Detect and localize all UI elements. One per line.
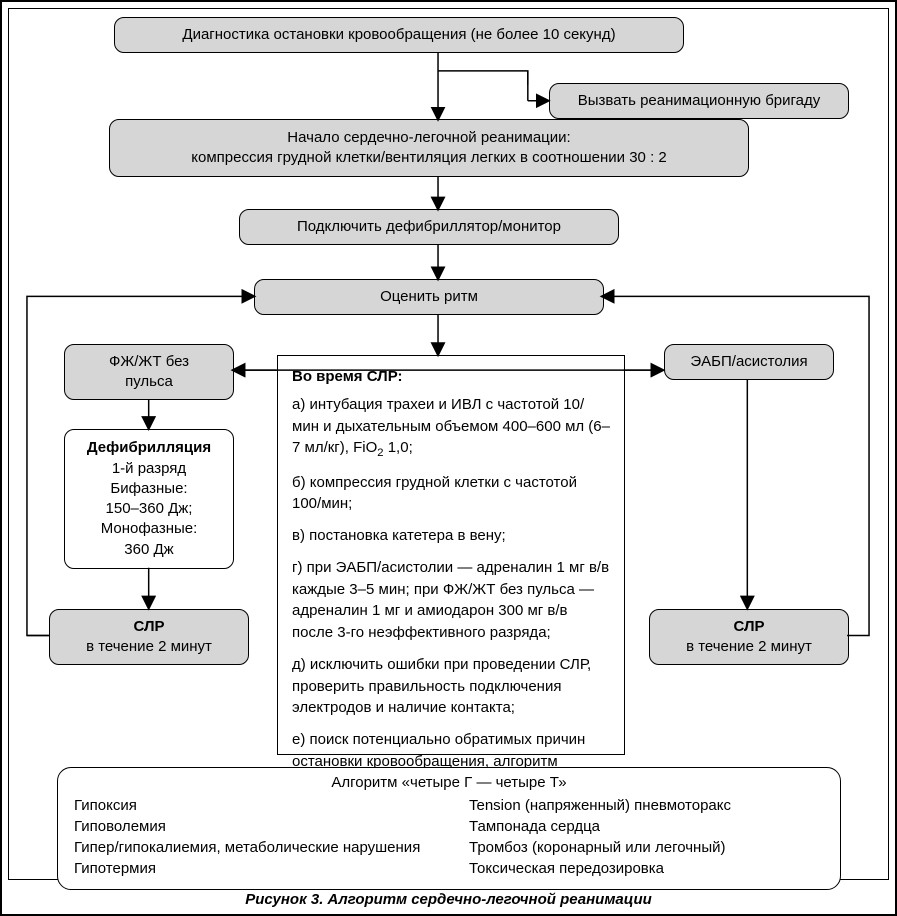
node-title: СЛР <box>134 617 165 637</box>
node-diagnosis: Диагностика остановки кровообращения (не… <box>114 17 684 53</box>
algo-title: Алгоритм «четыре Г — четыре Т» <box>74 774 824 791</box>
diagram-canvas: Диагностика остановки кровообращения (не… <box>8 8 889 880</box>
algo-left-item: Гиповолемия <box>74 816 429 837</box>
node-text: Начало сердечно-легочной реанимации: ком… <box>191 128 667 169</box>
cpr-item-e: д) исключить ошибки при проведении СЛР, … <box>292 654 610 719</box>
node-attach-defib: Подключить дефибриллятор/монитор <box>239 209 619 245</box>
node-cpr-left: СЛР в течение 2 минут <box>49 609 249 665</box>
node-text: Оценить ритм <box>380 287 478 307</box>
node-call-team: Вызвать реанимационную бригаду <box>549 83 849 119</box>
node-text: ЭАБП/асистолия <box>690 352 807 372</box>
cpr-details-box: Во время СЛР: а) интубация трахеи и ИВЛ … <box>277 355 625 755</box>
algo-right-item: Тампонада сердца <box>469 816 824 837</box>
node-text: Диагностика остановки кровообращения (не… <box>182 25 615 45</box>
algo-right-item: Токсическая передозировка <box>469 858 824 879</box>
node-start-cpr: Начало сердечно-легочной реанимации: ком… <box>109 119 749 177</box>
node-body: в течение 2 минут <box>86 637 212 657</box>
node-text: Подключить дефибриллятор/монитор <box>297 217 561 237</box>
node-title: СЛР <box>734 617 765 637</box>
cpr-header: Во время СЛР: <box>292 366 610 388</box>
node-text: ФЖ/ЖТ без пульса <box>109 352 189 393</box>
node-title: Дефибрилляция <box>87 438 211 458</box>
algo-left-col: Гипоксия Гиповолемия Гипер/гипокалиемия,… <box>74 795 429 879</box>
node-cpr-right: СЛР в течение 2 минут <box>649 609 849 665</box>
cpr-item-b: б) компрессия грудной клетки с частотой … <box>292 472 610 516</box>
cpr-item-d: г) при ЭАБП/асистолии — адреналин 1 мг в… <box>292 557 610 644</box>
algo-left-item: Гипоксия <box>74 795 429 816</box>
cpr-item-c: в) постановка катетера в вену; <box>292 525 610 547</box>
cpr-item-a: а) интубация трахеи и ИВЛ с частотой 10/… <box>292 394 610 462</box>
algo-right-item: Tension (напряженный) пневмоторакс <box>469 795 824 816</box>
figure-caption: Рисунок 3. Алгоритм сердечно-легочной ре… <box>2 891 895 908</box>
node-pea-asystole: ЭАБП/асистолия <box>664 344 834 380</box>
node-assess-rhythm: Оценить ритм <box>254 279 604 315</box>
algo-left-item: Гипотермия <box>74 858 429 879</box>
node-vfvt: ФЖ/ЖТ без пульса <box>64 344 234 400</box>
algo-right-col: Tension (напряженный) пневмоторакс Тампо… <box>469 795 824 879</box>
algo-left-item: Гипер/гипокалиемия, метаболические наруш… <box>74 837 429 858</box>
node-body: в течение 2 минут <box>686 637 812 657</box>
node-defibrillation: Дефибрилляция 1-й разряд Бифазные: 150–3… <box>64 429 234 569</box>
four-g-four-t-box: Алгоритм «четыре Г — четыре Т» Гипоксия … <box>57 767 841 890</box>
diagram-frame: Диагностика остановки кровообращения (не… <box>0 0 897 916</box>
algo-right-item: Тромбоз (коронарный или легочный) <box>469 837 824 858</box>
node-text: Вызвать реанимационную бригаду <box>578 91 821 111</box>
node-body: 1-й разряд Бифазные: 150–360 Дж; Монофаз… <box>101 459 198 560</box>
